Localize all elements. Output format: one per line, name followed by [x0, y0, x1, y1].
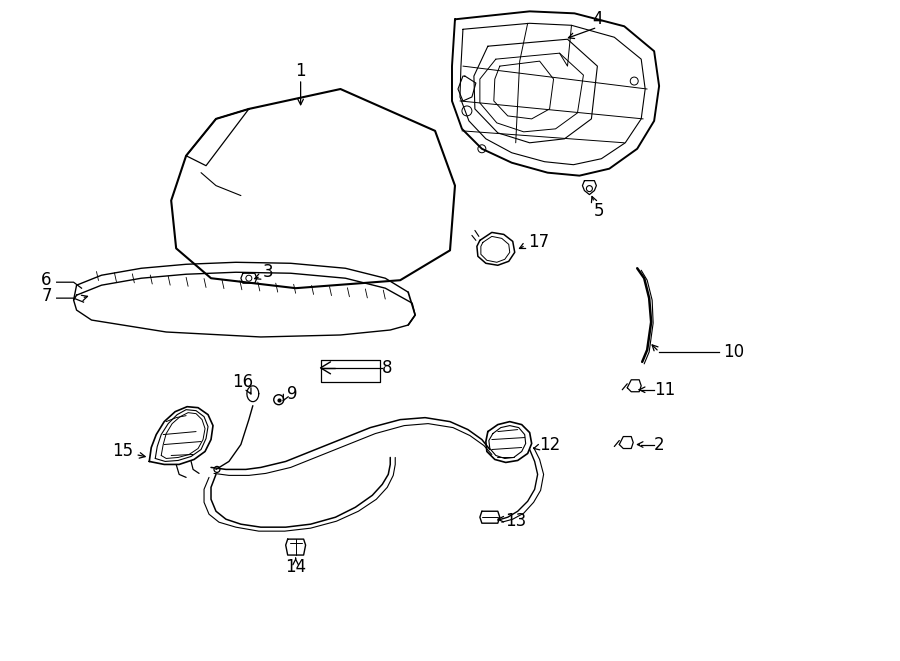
Text: 3: 3 [263, 263, 274, 281]
Text: 4: 4 [592, 11, 603, 28]
Text: 17: 17 [527, 233, 549, 251]
Text: 14: 14 [285, 558, 306, 576]
Text: 9: 9 [287, 385, 297, 403]
Text: 12: 12 [540, 436, 561, 453]
Text: 1: 1 [295, 62, 306, 80]
Text: 5: 5 [594, 202, 605, 219]
Text: 16: 16 [232, 373, 254, 391]
Text: 11: 11 [654, 381, 675, 399]
Text: 13: 13 [505, 512, 526, 530]
Text: 10: 10 [723, 343, 744, 361]
Text: 6: 6 [41, 271, 51, 290]
Text: 15: 15 [112, 442, 133, 461]
Text: 2: 2 [654, 436, 665, 453]
Text: 7: 7 [41, 287, 51, 305]
Text: 8: 8 [382, 359, 392, 377]
